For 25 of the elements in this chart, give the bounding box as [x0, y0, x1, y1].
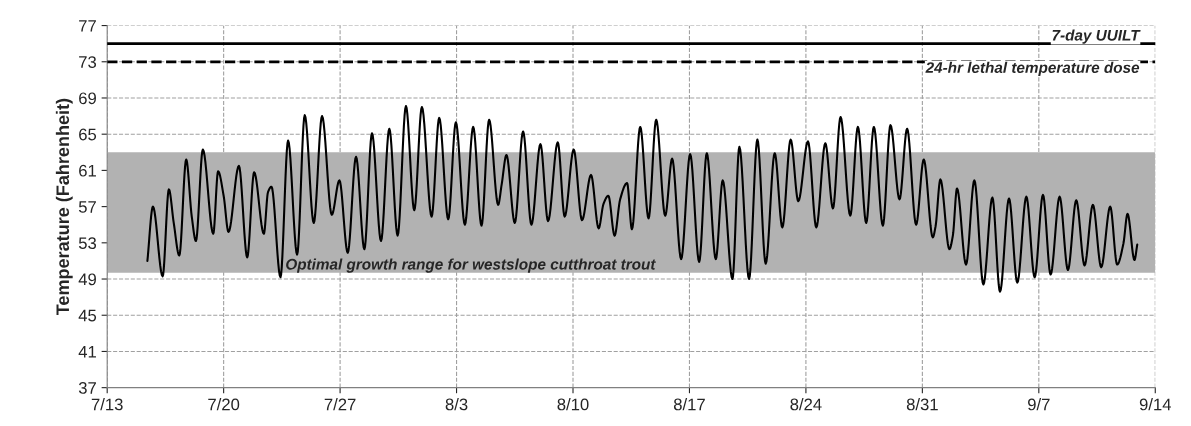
y-tick-label: 45	[78, 309, 97, 322]
x-tick-label: 8/10	[557, 398, 589, 411]
y-tick-label: 49	[78, 273, 96, 286]
x-tick-label: 7/27	[324, 398, 356, 411]
y-tick-label: 57	[78, 201, 96, 213]
x-tick-label: 9/7	[1028, 398, 1050, 411]
ref-line-label: 24-hr lethal temperature dose	[925, 61, 1140, 77]
y-tick-label: 41	[78, 346, 96, 358]
y-tick-label: 65	[79, 128, 97, 141]
x-tick-label: 7/13	[91, 398, 123, 411]
x-tick-label: 7/20	[208, 398, 240, 411]
y-tick-label: 61	[79, 164, 96, 177]
y-tick-label: 53	[78, 237, 97, 250]
y-tick-label: 69	[79, 92, 96, 105]
x-tick-label: 8/31	[906, 398, 938, 411]
y-tick-label: 73	[79, 56, 97, 68]
x-tick-label: 8/17	[673, 398, 705, 411]
y-tick-label: 37	[78, 382, 96, 394]
x-tick-label: 8/3	[445, 398, 468, 411]
ref-line-label: 7-day UUILT	[1052, 29, 1141, 44]
x-tick-label: 9/14	[1139, 398, 1171, 411]
x-tick-label: 8/24	[790, 398, 822, 411]
y-axis-title: Temperature (Fahrenheit)	[55, 98, 73, 316]
y-tick-label: 77	[79, 20, 96, 32]
band-label: Optimal growth range for westslope cutthroat trout	[286, 258, 656, 273]
